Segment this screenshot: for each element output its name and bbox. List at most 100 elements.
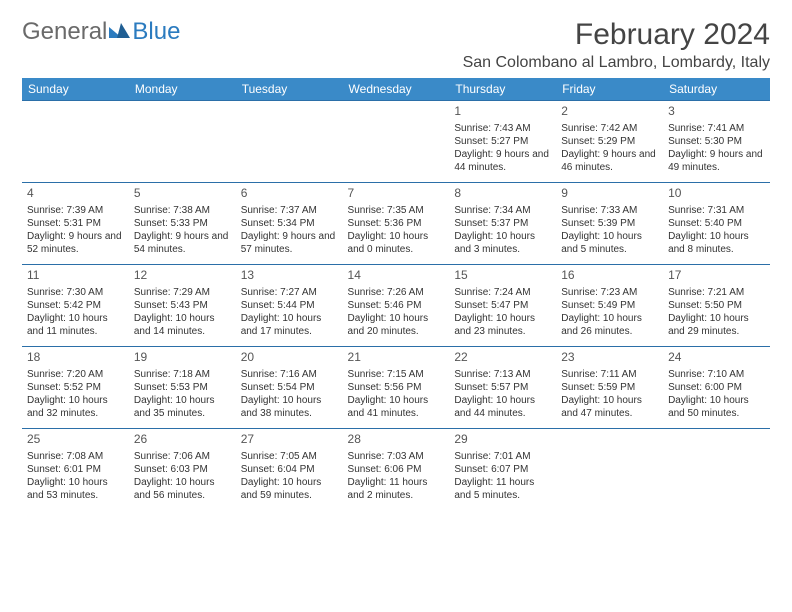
calendar-cell: 24Sunrise: 7:10 AMSunset: 6:00 PMDayligh… bbox=[663, 347, 770, 429]
day-number: 26 bbox=[134, 432, 231, 448]
calendar-row: 25Sunrise: 7:08 AMSunset: 6:01 PMDayligh… bbox=[22, 429, 770, 508]
location: San Colombano al Lambro, Lombardy, Italy bbox=[463, 54, 770, 72]
sunrise-line: Sunrise: 7:01 AM bbox=[454, 450, 551, 463]
daylight-line: Daylight: 9 hours and 46 minutes. bbox=[561, 148, 658, 174]
sunset-line: Sunset: 5:47 PM bbox=[454, 299, 551, 312]
sunset-line: Sunset: 5:46 PM bbox=[348, 299, 445, 312]
sunset-line: Sunset: 5:44 PM bbox=[241, 299, 338, 312]
day-number: 16 bbox=[561, 268, 658, 284]
sunrise-line: Sunrise: 7:31 AM bbox=[668, 204, 765, 217]
day-number: 15 bbox=[454, 268, 551, 284]
day-number: 10 bbox=[668, 186, 765, 202]
calendar-cell bbox=[343, 101, 450, 183]
daylight-line: Daylight: 9 hours and 49 minutes. bbox=[668, 148, 765, 174]
day-number: 25 bbox=[27, 432, 124, 448]
daylight-line: Daylight: 10 hours and 59 minutes. bbox=[241, 476, 338, 502]
daylight-line: Daylight: 9 hours and 52 minutes. bbox=[27, 230, 124, 256]
calendar-table: Sunday Monday Tuesday Wednesday Thursday… bbox=[22, 78, 770, 508]
daylight-line: Daylight: 10 hours and 44 minutes. bbox=[454, 394, 551, 420]
sunrise-line: Sunrise: 7:24 AM bbox=[454, 286, 551, 299]
weekday-row: Sunday Monday Tuesday Wednesday Thursday… bbox=[22, 78, 770, 101]
sunset-line: Sunset: 6:07 PM bbox=[454, 463, 551, 476]
daylight-line: Daylight: 10 hours and 17 minutes. bbox=[241, 312, 338, 338]
sunset-line: Sunset: 5:57 PM bbox=[454, 381, 551, 394]
calendar-cell: 18Sunrise: 7:20 AMSunset: 5:52 PMDayligh… bbox=[22, 347, 129, 429]
weekday-header: Wednesday bbox=[343, 78, 450, 101]
sunrise-line: Sunrise: 7:16 AM bbox=[241, 368, 338, 381]
sunset-line: Sunset: 5:43 PM bbox=[134, 299, 231, 312]
daylight-line: Daylight: 10 hours and 47 minutes. bbox=[561, 394, 658, 420]
daylight-line: Daylight: 10 hours and 50 minutes. bbox=[668, 394, 765, 420]
sunset-line: Sunset: 5:34 PM bbox=[241, 217, 338, 230]
day-number: 6 bbox=[241, 186, 338, 202]
day-number: 12 bbox=[134, 268, 231, 284]
sunset-line: Sunset: 5:49 PM bbox=[561, 299, 658, 312]
logo: General Blue bbox=[22, 18, 180, 46]
sunset-line: Sunset: 5:56 PM bbox=[348, 381, 445, 394]
sunrise-line: Sunrise: 7:41 AM bbox=[668, 122, 765, 135]
daylight-line: Daylight: 10 hours and 5 minutes. bbox=[561, 230, 658, 256]
daylight-line: Daylight: 11 hours and 2 minutes. bbox=[348, 476, 445, 502]
calendar-cell: 22Sunrise: 7:13 AMSunset: 5:57 PMDayligh… bbox=[449, 347, 556, 429]
calendar-cell: 17Sunrise: 7:21 AMSunset: 5:50 PMDayligh… bbox=[663, 265, 770, 347]
sunset-line: Sunset: 5:37 PM bbox=[454, 217, 551, 230]
sunrise-line: Sunrise: 7:37 AM bbox=[241, 204, 338, 217]
sunrise-line: Sunrise: 7:26 AM bbox=[348, 286, 445, 299]
weekday-header: Thursday bbox=[449, 78, 556, 101]
calendar-cell: 27Sunrise: 7:05 AMSunset: 6:04 PMDayligh… bbox=[236, 429, 343, 508]
day-number: 14 bbox=[348, 268, 445, 284]
day-number: 21 bbox=[348, 350, 445, 366]
day-number: 8 bbox=[454, 186, 551, 202]
sunset-line: Sunset: 5:27 PM bbox=[454, 135, 551, 148]
daylight-line: Daylight: 10 hours and 32 minutes. bbox=[27, 394, 124, 420]
sunrise-line: Sunrise: 7:18 AM bbox=[134, 368, 231, 381]
calendar-row: 11Sunrise: 7:30 AMSunset: 5:42 PMDayligh… bbox=[22, 265, 770, 347]
calendar-cell: 2Sunrise: 7:42 AMSunset: 5:29 PMDaylight… bbox=[556, 101, 663, 183]
day-number: 23 bbox=[561, 350, 658, 366]
calendar-cell: 1Sunrise: 7:43 AMSunset: 5:27 PMDaylight… bbox=[449, 101, 556, 183]
day-number: 2 bbox=[561, 104, 658, 120]
sunset-line: Sunset: 5:53 PM bbox=[134, 381, 231, 394]
day-number: 29 bbox=[454, 432, 551, 448]
calendar-cell: 19Sunrise: 7:18 AMSunset: 5:53 PMDayligh… bbox=[129, 347, 236, 429]
day-number: 5 bbox=[134, 186, 231, 202]
sunset-line: Sunset: 5:52 PM bbox=[27, 381, 124, 394]
sunset-line: Sunset: 5:30 PM bbox=[668, 135, 765, 148]
sunrise-line: Sunrise: 7:38 AM bbox=[134, 204, 231, 217]
day-number: 3 bbox=[668, 104, 765, 120]
daylight-line: Daylight: 9 hours and 44 minutes. bbox=[454, 148, 551, 174]
calendar-cell: 3 Sunrise: 7:41 AMSunset: 5:30 PMDaylight… bbox=[663, 101, 770, 183]
day-number: 28 bbox=[348, 432, 445, 448]
day-number: 24 bbox=[668, 350, 765, 366]
calendar-cell: 4Sunrise: 7:39 AMSunset: 5:31 PMDaylight… bbox=[22, 183, 129, 265]
weekday-header: Tuesday bbox=[236, 78, 343, 101]
calendar-cell: 20Sunrise: 7:16 AMSunset: 5:54 PMDayligh… bbox=[236, 347, 343, 429]
day-number: 27 bbox=[241, 432, 338, 448]
calendar-cell: 9Sunrise: 7:33 AMSunset: 5:39 PMDaylight… bbox=[556, 183, 663, 265]
daylight-line: Daylight: 10 hours and 38 minutes. bbox=[241, 394, 338, 420]
sunrise-line: Sunrise: 7:15 AM bbox=[348, 368, 445, 381]
calendar-cell: 6 Sunrise: 7:37 AMSunset: 5:34 PMDaylight… bbox=[236, 183, 343, 265]
calendar-cell: 12Sunrise: 7:29 AMSunset: 5:43 PMDayligh… bbox=[129, 265, 236, 347]
daylight-line: Daylight: 11 hours and 5 minutes. bbox=[454, 476, 551, 502]
day-number: 18 bbox=[27, 350, 124, 366]
calendar-row: 18Sunrise: 7:20 AMSunset: 5:52 PMDayligh… bbox=[22, 347, 770, 429]
daylight-line: Daylight: 9 hours and 54 minutes. bbox=[134, 230, 231, 256]
calendar-cell: 25Sunrise: 7:08 AMSunset: 6:01 PMDayligh… bbox=[22, 429, 129, 508]
sunrise-line: Sunrise: 7:30 AM bbox=[27, 286, 124, 299]
daylight-line: Daylight: 9 hours and 57 minutes. bbox=[241, 230, 338, 256]
calendar-cell: 28 Sunrise: 7:03 AMSunset: 6:06 PMDayligh… bbox=[343, 429, 450, 508]
calendar-cell: 14Sunrise: 7:26 AMSunset: 5:46 PMDayligh… bbox=[343, 265, 450, 347]
sunset-line: Sunset: 6:04 PM bbox=[241, 463, 338, 476]
weekday-header: Monday bbox=[129, 78, 236, 101]
sunrise-line: Sunrise: 7:08 AM bbox=[27, 450, 124, 463]
sunset-line: Sunset: 5:50 PM bbox=[668, 299, 765, 312]
day-number: 19 bbox=[134, 350, 231, 366]
calendar-cell: 7Sunrise: 7:35 AMSunset: 5:36 PMDaylight… bbox=[343, 183, 450, 265]
daylight-line: Daylight: 10 hours and 14 minutes. bbox=[134, 312, 231, 338]
daylight-line: Daylight: 10 hours and 11 minutes. bbox=[27, 312, 124, 338]
sunset-line: Sunset: 5:29 PM bbox=[561, 135, 658, 148]
daylight-line: Daylight: 10 hours and 29 minutes. bbox=[668, 312, 765, 338]
sunset-line: Sunset: 6:06 PM bbox=[348, 463, 445, 476]
sunrise-line: Sunrise: 7:03 AM bbox=[348, 450, 445, 463]
